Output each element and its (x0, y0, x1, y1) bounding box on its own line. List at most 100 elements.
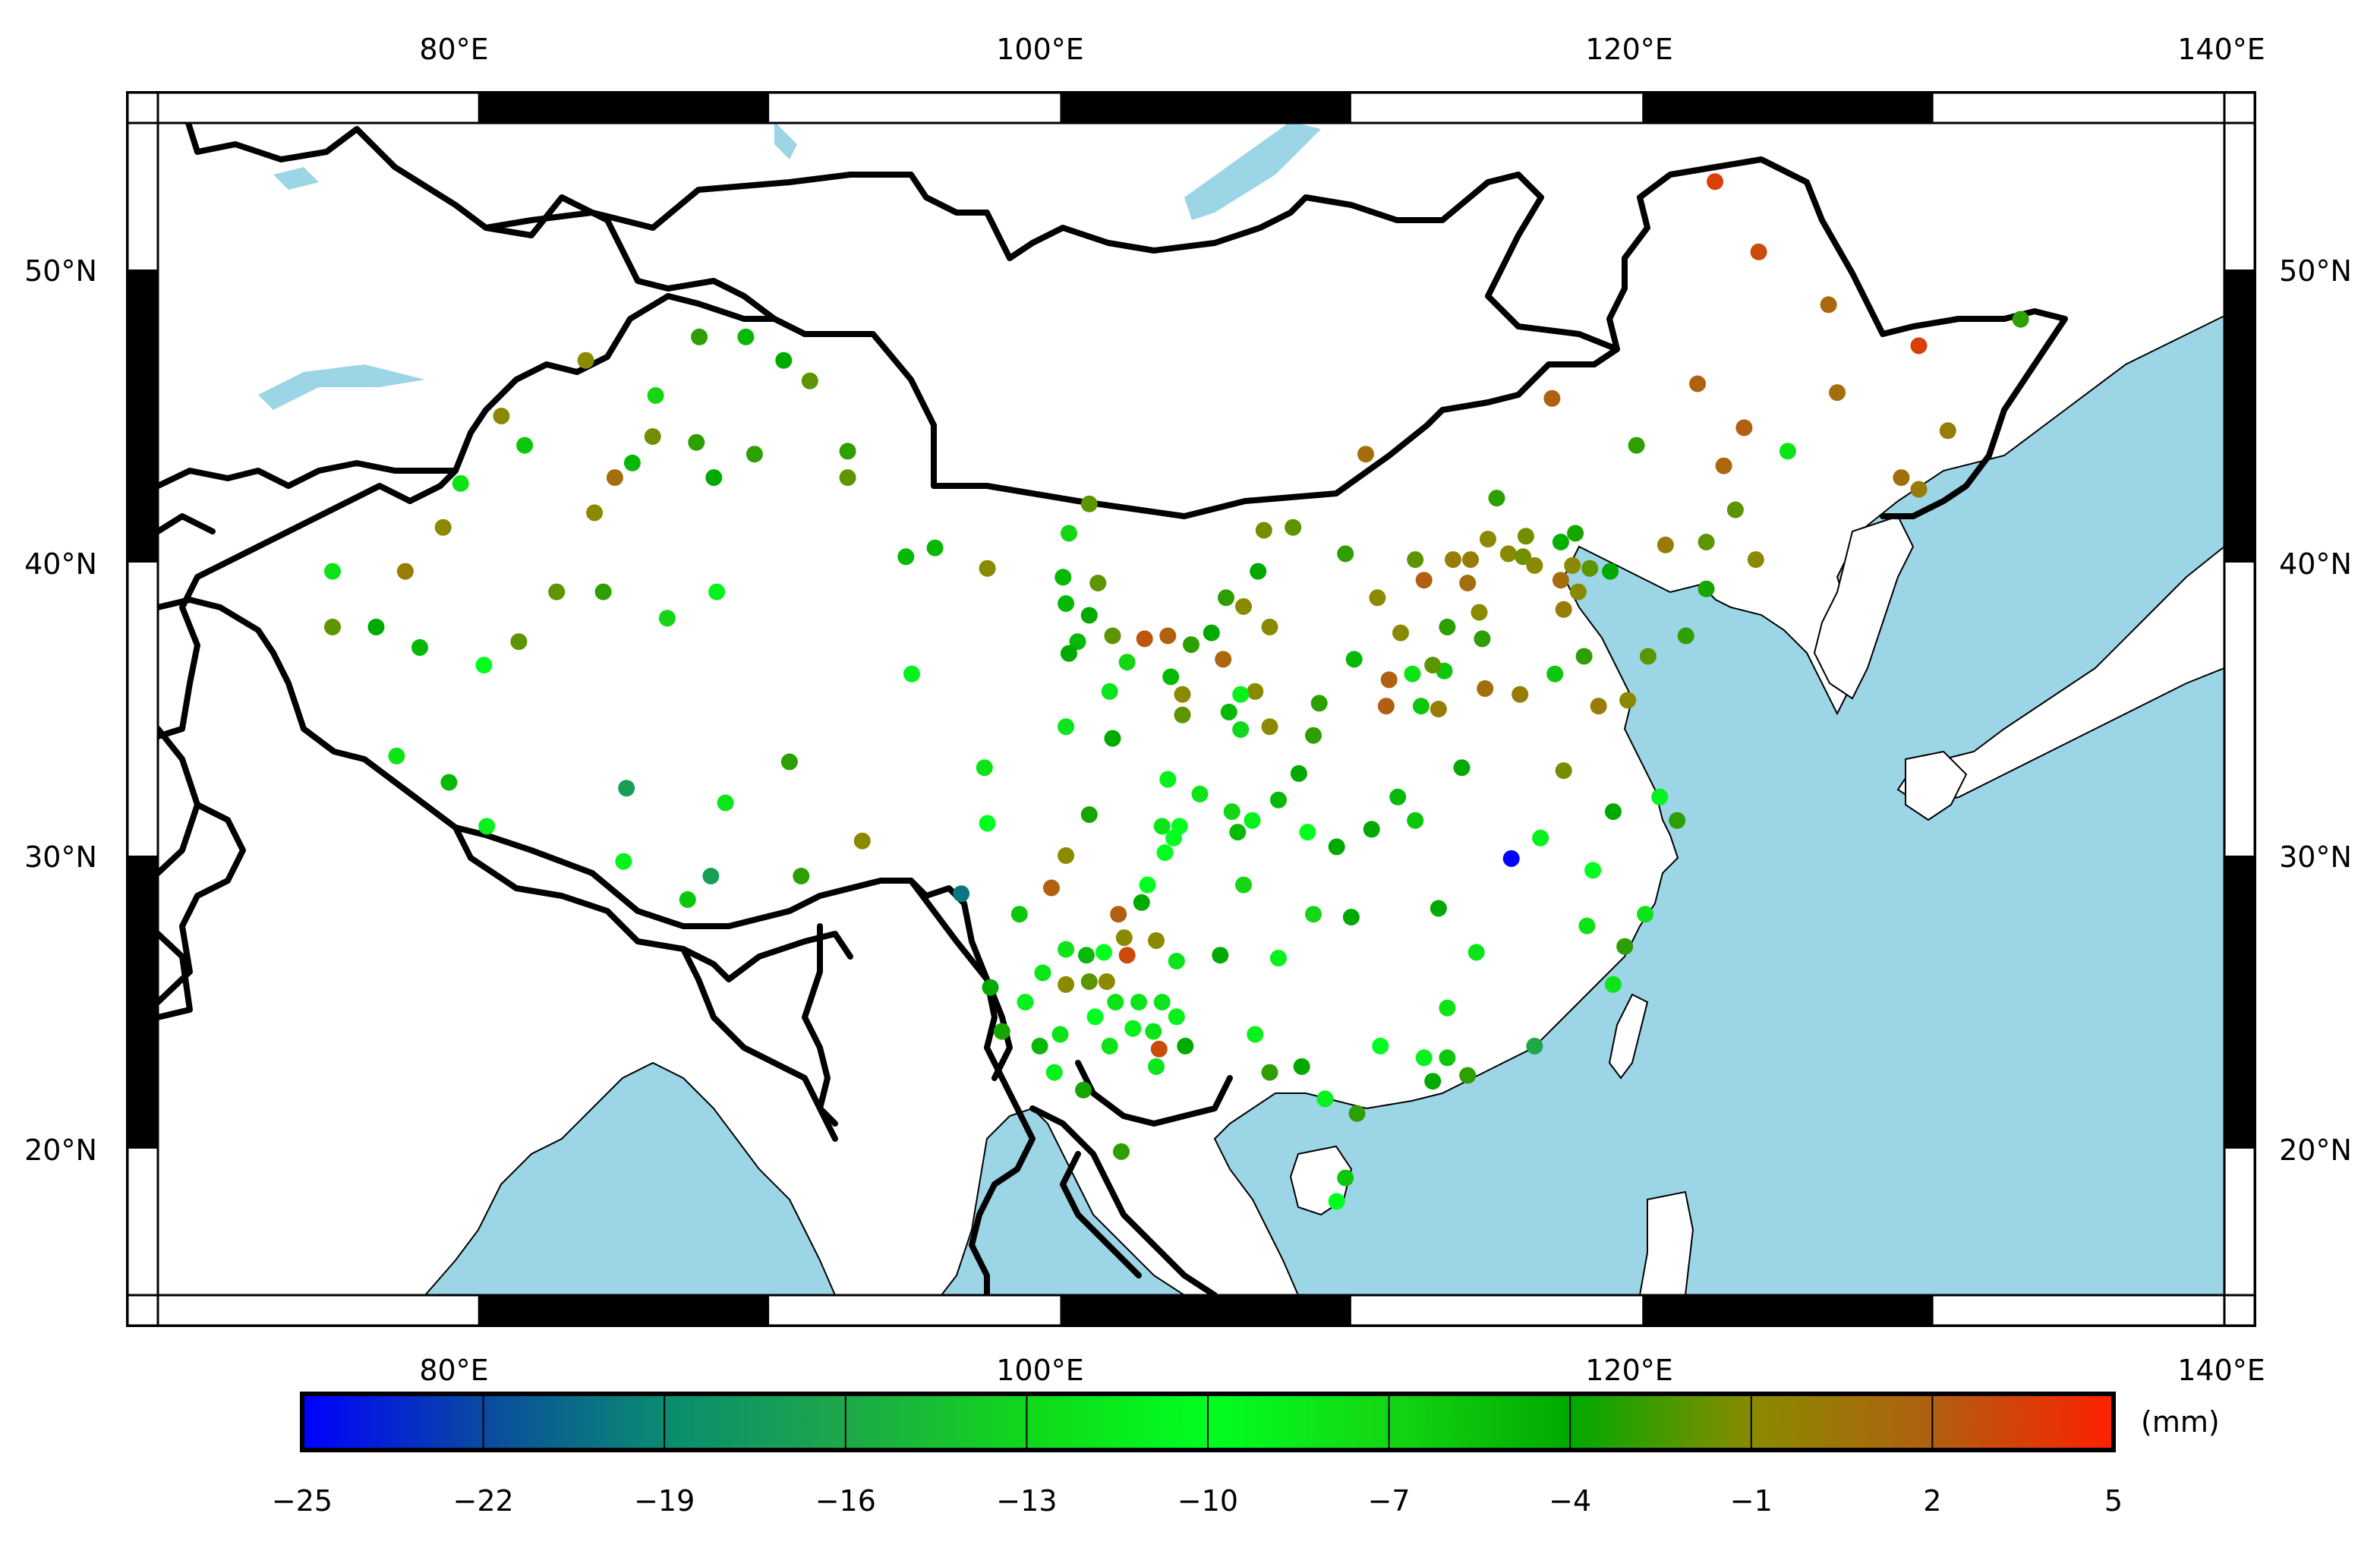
station-marker (1118, 947, 1136, 964)
station-marker (1261, 718, 1278, 736)
lake-balkhash (258, 364, 425, 410)
station-marker (1337, 1169, 1354, 1187)
station-marker (1602, 563, 1619, 580)
station-marker (1124, 1020, 1142, 1037)
station-marker (1515, 548, 1532, 566)
colorbar-tick-label: −13 (996, 1484, 1057, 1518)
station-marker (1453, 759, 1471, 777)
lon-label-80-bottom: 80°E (419, 1354, 488, 1387)
station-marker (1628, 437, 1645, 454)
station-marker (897, 548, 915, 566)
lat-label-20-left: 20°N (24, 1133, 97, 1167)
station-marker (1174, 706, 1191, 723)
station-marker (1639, 648, 1657, 665)
lon-label-80-top: 80°E (419, 33, 488, 66)
colorbar-tick-label: −1 (1730, 1484, 1773, 1518)
frame-bars (126, 91, 2256, 1327)
border-pakistan-india (158, 726, 246, 1020)
station-marker (979, 560, 996, 577)
station-marker (1552, 572, 1569, 589)
station-marker (1415, 1049, 1433, 1067)
station-marker (1584, 862, 1602, 879)
station-marker (1069, 633, 1086, 651)
station-marker (1078, 947, 1095, 964)
lon-label-120-top: 120°E (1585, 33, 1673, 66)
colorbar-tick-labels: −25 −22 −19 −16 −13 −10 −7 −4 −1 2 5 (272, 1484, 2123, 1518)
station-marker (1698, 580, 1715, 597)
lake-baikal (1184, 123, 1321, 220)
station-marker (1101, 1037, 1118, 1054)
station-marker (1058, 976, 1075, 993)
station-marker (1290, 764, 1307, 782)
station-marker (1820, 296, 1837, 314)
station-marker (1415, 572, 1433, 589)
lat-label-20-right: 20°N (2279, 1133, 2352, 1167)
station-marker (586, 504, 604, 522)
station-marker (717, 794, 734, 812)
station-marker (1261, 618, 1278, 635)
station-marker (510, 633, 528, 651)
land-kyushu (1905, 750, 1968, 821)
station-marker (1637, 906, 1654, 923)
border-indochina (1029, 1060, 1233, 1295)
station-marker (1389, 788, 1407, 805)
station-marker (1407, 812, 1424, 829)
station-marker (452, 474, 469, 492)
station-marker (1575, 648, 1593, 665)
station-marker (1058, 847, 1075, 864)
station-marker (440, 774, 458, 791)
border-china-north (185, 123, 1620, 519)
frame-black-segment (1060, 1295, 1351, 1326)
frame-black-right (2224, 270, 2255, 1149)
station-marker (839, 469, 856, 487)
station-marker (1310, 695, 1328, 712)
frame-black-segment (1642, 1295, 1934, 1326)
station-marker (1215, 651, 1232, 668)
station-marker (475, 657, 493, 674)
station-marker (1404, 665, 1421, 683)
station-marker (1086, 1008, 1104, 1026)
station-marker (1058, 718, 1075, 736)
station-marker (548, 583, 566, 601)
station-marker (1564, 556, 1581, 574)
station-marker (1139, 876, 1156, 894)
station-marker (615, 853, 632, 870)
station-marker (1183, 636, 1199, 654)
station-marker (1698, 534, 1715, 550)
station-marker (1604, 803, 1622, 821)
border-nepal-india (452, 824, 853, 1127)
station-marker (1707, 173, 1724, 191)
station-marker (1424, 657, 1442, 674)
lat-label-30-left: 30°N (24, 840, 97, 874)
station-marker (1168, 1008, 1185, 1026)
station-marker (1080, 806, 1098, 823)
station-marker (1474, 630, 1491, 648)
station-marker (1095, 944, 1112, 961)
station-marker (1212, 947, 1229, 964)
station-marker (324, 563, 341, 580)
station-marker (1459, 575, 1477, 591)
frame-corner-bl (126, 1294, 159, 1327)
station-marker (1031, 1037, 1048, 1054)
station-marker (516, 437, 534, 454)
lake-qinghai (273, 167, 319, 190)
lon-label-100-top: 100°E (996, 33, 1084, 66)
land-korea (1813, 515, 1915, 700)
station-marker (982, 979, 999, 996)
station-marker (1285, 519, 1302, 536)
right-lat-labels: 50°N 40°N 30°N 20°N (2279, 254, 2352, 1167)
station-marker (1342, 909, 1360, 926)
station-marker (1345, 651, 1363, 668)
station-marker (953, 885, 970, 903)
station-marker (1532, 829, 1549, 846)
station-marker (926, 539, 944, 556)
station-marker (1080, 607, 1098, 624)
station-marker (691, 328, 708, 345)
frame-black-segment (128, 270, 158, 563)
station-marker (1372, 1037, 1389, 1054)
colorbar-tick-label: −4 (1549, 1484, 1591, 1518)
station-marker (594, 583, 612, 601)
station-marker (679, 891, 696, 908)
station-marker (1010, 906, 1028, 923)
